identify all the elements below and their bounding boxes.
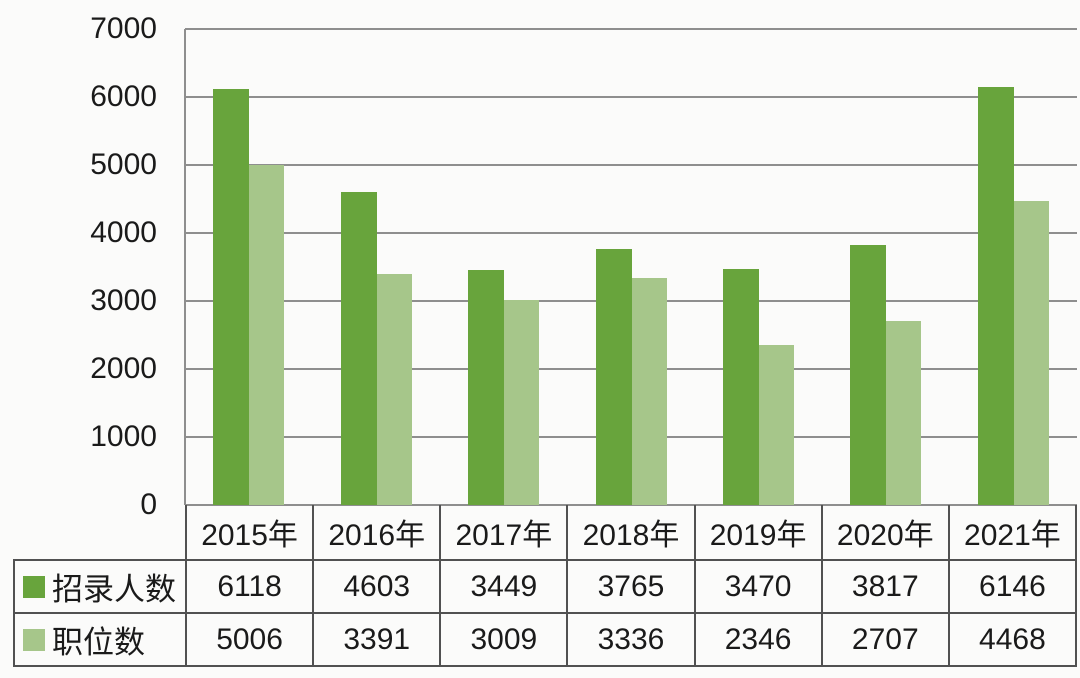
table-value-cell: 4468 [950,614,1077,665]
x-tick-label: 2016年 [314,505,442,559]
bar-series1-2018 [595,248,632,505]
y-tick-label: 5000 [90,148,157,181]
table-value-cell: 3391 [314,614,442,665]
legend-cell-series1: 招录人数 [15,561,187,612]
bar-series2-2020 [886,320,922,505]
legend-swatch [23,628,45,651]
bar-series2-2017 [504,300,540,505]
bar-series1-2015 [213,88,250,505]
table-value-cell: 2707 [823,614,950,665]
x-tick-label: 2020年 [823,505,950,559]
bar-series1-2020 [850,245,887,505]
table-value-cell: 3009 [441,614,569,665]
gridline [185,232,1077,234]
bar-series1-2017 [468,270,505,505]
gridline [185,504,1077,506]
x-tick-label: 2021年 [950,505,1077,559]
table-row-positions: 职位数 5006 3391 3009 3336 2346 2707 4468 [13,612,1077,667]
table-value-cell: 3449 [441,561,569,612]
x-tick-label: 2018年 [568,505,696,559]
y-tick-label: 1000 [90,420,157,453]
x-tick-label: 2015年 [187,505,315,559]
table-value-cell: 3336 [568,614,696,665]
y-tick-label: 4000 [90,216,157,249]
x-tick-label: 2017年 [441,505,569,559]
bar-series1-2021 [977,87,1014,505]
bar-series2-2019 [758,345,794,505]
y-tick-label: 6000 [90,80,157,113]
table-value-cell: 6146 [950,561,1077,612]
legend-label: 招录人数 [52,572,176,607]
gridline [185,96,1077,98]
bar-series2-2018 [631,278,667,505]
table-row-recruited: 招录人数 6118 4603 3449 3765 3470 3817 6146 [13,559,1077,612]
table-value-cell: 3817 [823,561,950,612]
bar-series2-2021 [1013,201,1049,505]
table-value-cell: 4603 [314,561,442,612]
y-tick-label: 7000 [90,12,157,45]
y-axis-line [184,29,186,505]
legend-label: 职位数 [52,625,145,660]
bar-series1-2019 [722,269,759,505]
gridline [185,28,1077,30]
y-tick-label: 0 [140,488,157,521]
bar-series1-2016 [340,191,377,505]
bar-series2-2015 [249,164,285,505]
table-value-cell: 5006 [187,614,315,665]
table-value-cell: 3765 [568,561,696,612]
table-value-cell: 3470 [696,561,823,612]
legend-cell-series2: 职位数 [15,614,187,665]
x-axis-label-row: 2015年 2016年 2017年 2018年 2019年 2020年 2021年 [185,505,1077,559]
table-value-cell: 2346 [696,614,823,665]
legend-swatch [23,575,45,598]
bar-series2-2016 [376,274,412,505]
table-value-cell: 6118 [187,561,315,612]
gridline [185,164,1077,166]
x-tick-label: 2019年 [696,505,823,559]
y-tick-label: 3000 [90,284,157,317]
y-tick-label: 2000 [90,352,157,385]
